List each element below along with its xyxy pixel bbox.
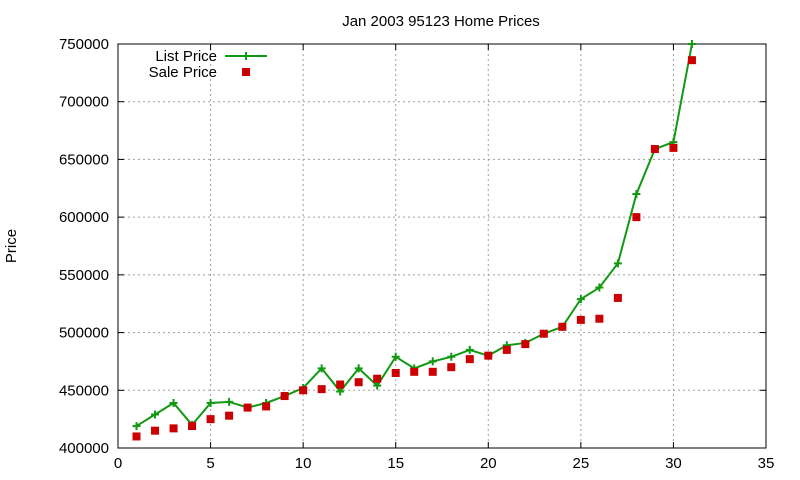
sale-price-point <box>595 314 604 323</box>
legend-label: List Price <box>155 48 217 65</box>
list-price-point <box>317 364 326 373</box>
y-axis-label: Price <box>3 229 20 263</box>
sale-price-point <box>225 411 234 420</box>
x-tick-label: 25 <box>573 455 590 472</box>
sale-price-point <box>576 315 585 324</box>
sale-price-point <box>169 424 178 433</box>
list-price-point <box>428 357 437 366</box>
sale-price-point <box>373 374 382 383</box>
axis-ticks: 0 5 10 15 20 25 30 35 400000 450000 500000 550000 60… <box>59 36 774 472</box>
sale-price-point <box>151 426 160 435</box>
x-tick-label: 15 <box>387 455 404 472</box>
x-tick-label: 30 <box>665 455 682 472</box>
list-price-point <box>687 40 696 48</box>
y-tick-label: 400000 <box>59 440 109 457</box>
list-price-point <box>206 398 215 407</box>
sale-price-point <box>243 403 252 412</box>
list-price-point <box>169 398 178 407</box>
sale-price-point <box>280 392 289 401</box>
list-price-point <box>132 422 141 431</box>
y-tick-label: 750000 <box>59 36 109 53</box>
y-tick-label: 600000 <box>59 209 109 226</box>
sale-price-point <box>539 329 548 338</box>
sale-price-point <box>354 378 363 387</box>
x-tick-label: 5 <box>206 455 214 472</box>
legend-plus-marker <box>242 52 250 60</box>
series-layer <box>132 40 696 441</box>
y-tick-label: 700000 <box>59 94 109 111</box>
sale-price-point <box>428 367 437 376</box>
chart-title: Jan 2003 95123 Home Prices <box>342 13 540 30</box>
list-price-point <box>465 345 474 354</box>
sale-price-point <box>632 213 641 222</box>
sale-price-point <box>188 422 197 431</box>
list-price-point <box>225 397 234 406</box>
y-tick-label: 500000 <box>59 325 109 342</box>
list-price-point <box>613 259 622 268</box>
sale-price-point <box>650 145 659 154</box>
sale-price-point <box>299 386 308 395</box>
list-price-point <box>595 283 604 292</box>
sale-price-point <box>465 355 474 364</box>
sale-price-point <box>132 432 141 441</box>
y-tick-label: 550000 <box>59 267 109 284</box>
list-price-point <box>373 381 382 390</box>
list-price-point <box>151 410 160 419</box>
x-tick-label: 10 <box>295 455 312 472</box>
x-tick-label: 35 <box>758 455 775 472</box>
sale-price-point <box>410 367 419 376</box>
sale-price-point <box>558 322 567 331</box>
sale-price-point <box>447 363 456 372</box>
sale-price-point <box>317 385 326 394</box>
sale-price-point <box>669 143 678 152</box>
sale-price-point <box>613 293 622 302</box>
list-price-point <box>632 190 641 199</box>
list-price-point <box>354 364 363 373</box>
plot-area-frame <box>117 43 767 449</box>
legend-label: Sale Price <box>149 64 217 81</box>
sale-price-point <box>502 345 511 354</box>
sale-price-point <box>206 415 215 424</box>
y-tick-label: 650000 <box>59 151 109 168</box>
sale-price-point <box>484 351 493 360</box>
grid <box>118 44 766 448</box>
list-price-point <box>336 387 345 396</box>
y-tick-label: 450000 <box>59 382 109 399</box>
sale-price-point <box>336 380 345 389</box>
sale-price-point <box>521 340 530 349</box>
list-price-point <box>447 352 456 361</box>
sale-price-point <box>391 368 400 377</box>
x-tick-label: 20 <box>480 455 497 472</box>
sale-price-point <box>687 56 696 65</box>
sale-price-point <box>262 402 271 411</box>
x-tick-label: 0 <box>114 455 122 472</box>
list-price-point <box>391 352 400 361</box>
list-price-point <box>576 295 585 304</box>
series-sale-price <box>132 56 696 441</box>
legend-square-marker <box>242 68 250 76</box>
